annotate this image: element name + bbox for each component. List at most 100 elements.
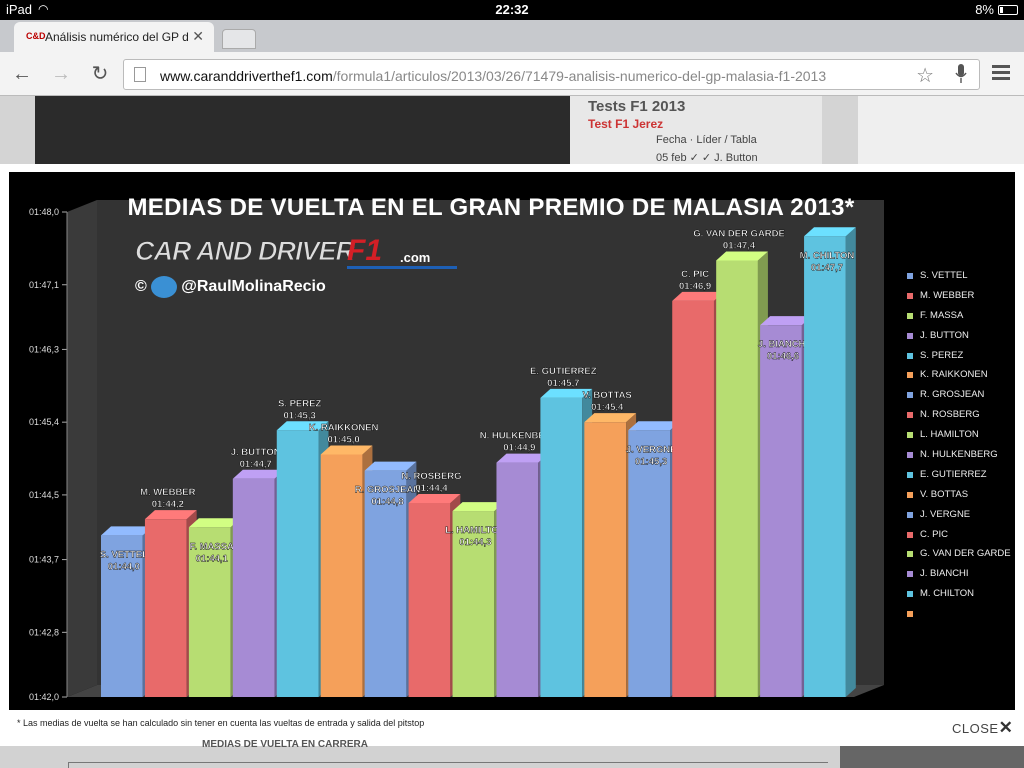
browser-toolbar: ← → ↻ www.caranddriverthef1.com/formula1… bbox=[0, 52, 1024, 96]
bar-side bbox=[845, 227, 856, 697]
legend-label: J. BUTTON bbox=[920, 329, 969, 341]
bar-top bbox=[716, 251, 768, 261]
legend-label: V. BOTTAS bbox=[920, 488, 969, 500]
tab-close-icon[interactable]: ✕ bbox=[192, 28, 204, 44]
image-lightbox: 01:42,0 01:42,8 01:43,7 01:44,5 01:45,4 01:46… bbox=[0, 164, 1024, 746]
device-name: iPad bbox=[6, 2, 33, 17]
legend-item: J. VERGNE bbox=[907, 509, 1012, 529]
background-right-panel bbox=[858, 96, 1024, 164]
legend-swatch bbox=[907, 412, 913, 419]
bar-value-label: 01:44,8 bbox=[371, 497, 403, 508]
close-x-icon: ✕ bbox=[998, 718, 1014, 737]
bar-top bbox=[232, 469, 285, 479]
bar bbox=[320, 454, 363, 697]
bar-value-label: 01:47,7 bbox=[811, 262, 843, 273]
bar-value-label: 01:45,3 bbox=[284, 410, 316, 421]
legend-label: L. HAMILTON bbox=[920, 429, 979, 441]
sidebar-table-row: 05 feb ✓ ✓ J. Button bbox=[656, 152, 758, 164]
legend-swatch bbox=[907, 432, 913, 439]
tab-bar: C&D Análisis numérico del GP d ✕ bbox=[0, 20, 1024, 52]
y-tick-label: 01:45,4 bbox=[29, 417, 59, 427]
legend-swatch bbox=[907, 511, 913, 518]
legend-item bbox=[907, 608, 1012, 628]
bar-name-label: F. MASSA bbox=[190, 541, 234, 552]
legend-swatch bbox=[907, 273, 913, 279]
background-below: MEDIAS DE VUELTA EN CARRERA bbox=[0, 739, 1024, 768]
bar-top bbox=[540, 388, 593, 398]
legend-swatch bbox=[907, 312, 913, 319]
y-tick-label: 01:42,0 bbox=[29, 692, 59, 702]
legend-swatch bbox=[907, 292, 913, 299]
back-icon[interactable]: ← bbox=[12, 63, 32, 85]
twitter-handle: @RaulMolinaRecio bbox=[181, 278, 326, 296]
forward-icon[interactable]: → bbox=[51, 63, 71, 85]
legend-item: S. VETTEL bbox=[907, 270, 1012, 290]
reload-icon[interactable]: ↻ bbox=[91, 63, 109, 85]
sidebar-table-header: Fecha · Líder / Tabla bbox=[656, 134, 757, 146]
legend-label: N. ROSBERG bbox=[920, 409, 980, 421]
y-tick-label: 01:43,7 bbox=[29, 555, 59, 565]
chart-image: 01:42,0 01:42,8 01:43,7 01:44,5 01:45,4 01:46… bbox=[9, 172, 1015, 710]
legend-label: M. WEBBER bbox=[920, 289, 975, 301]
new-tab-button[interactable] bbox=[222, 29, 256, 49]
bar-value-label: 01:46,9 bbox=[679, 281, 711, 292]
legend-label: E. GUTIERREZ bbox=[920, 468, 987, 480]
bar bbox=[672, 300, 714, 697]
legend-swatch bbox=[907, 551, 913, 558]
bar-top bbox=[276, 421, 329, 431]
bar-name-label: G. VAN DER GARDE bbox=[693, 229, 785, 240]
logo-stripe bbox=[347, 266, 457, 269]
bookmark-star-icon[interactable]: ☆ bbox=[916, 65, 934, 87]
legend-item: K. RAIKKONEN bbox=[907, 369, 1012, 389]
close-button[interactable]: CLOSE✕ bbox=[952, 718, 1013, 738]
menu-icon[interactable] bbox=[992, 65, 1010, 81]
chart-legend: S. VETTEL M. WEBBER F. MASSA J. BUTTON S. PE… bbox=[907, 270, 1012, 628]
bar-top bbox=[364, 461, 417, 471]
tab-title: Análisis numérico del GP d bbox=[45, 30, 189, 44]
bar-name-label: R. GROSJEAN bbox=[355, 485, 421, 496]
wifi-icon: ◠ bbox=[38, 2, 49, 16]
page-icon bbox=[134, 67, 146, 82]
bar-top bbox=[452, 502, 505, 512]
bar bbox=[716, 260, 758, 697]
legend-swatch bbox=[907, 471, 913, 478]
microphone-icon[interactable] bbox=[955, 64, 967, 84]
bar bbox=[496, 462, 539, 697]
sidebar-subtitle[interactable]: Test F1 Jerez bbox=[588, 117, 664, 131]
bar-chart: 01:42,0 01:42,8 01:43,7 01:44,5 01:45,4 01:46… bbox=[29, 200, 884, 702]
legend-label: N. HULKENBERG bbox=[920, 449, 998, 461]
address-bar[interactable]: www.caranddriverthef1.com/formula1/artic… bbox=[123, 59, 980, 90]
bar bbox=[804, 236, 846, 697]
legend-label: M. CHILTON bbox=[920, 588, 975, 600]
caranddriver-logo: CAR AND DRIVER F1 .com bbox=[134, 234, 459, 269]
twitter-credit: © @RaulMolinaRecio bbox=[135, 276, 326, 298]
chart-title: MEDIAS DE VUELTA EN EL GRAN PREMIO DE MA… bbox=[127, 194, 855, 221]
legend-swatch bbox=[907, 491, 913, 498]
sidebar-title[interactable]: Tests F1 2013 bbox=[588, 98, 686, 115]
copyright-symbol: © bbox=[135, 278, 147, 296]
legend-item: J. BUTTON bbox=[907, 330, 1012, 350]
tab-active[interactable]: C&D Análisis numérico del GP d ✕ bbox=[14, 22, 214, 52]
bar-top bbox=[408, 494, 461, 503]
bar-top bbox=[101, 526, 153, 536]
y-tick-label: 01:48,0 bbox=[29, 207, 59, 217]
legend-item: M. WEBBER bbox=[907, 290, 1012, 310]
bar-name-label: K. RAIKKONEN bbox=[309, 423, 379, 434]
bar-name-label: M. WEBBER bbox=[140, 487, 196, 498]
background-table bbox=[68, 762, 828, 768]
logo-com: .com bbox=[400, 250, 431, 265]
bar-top bbox=[628, 421, 681, 431]
close-label: CLOSE bbox=[952, 721, 999, 736]
legend-swatch bbox=[907, 571, 913, 578]
bar-top bbox=[320, 445, 373, 455]
legend-swatch bbox=[907, 332, 913, 339]
y-tick-label: 01:42,8 bbox=[29, 627, 59, 637]
bar-top bbox=[804, 227, 856, 237]
legend-label: F. MASSA bbox=[920, 309, 964, 321]
legend-item: M. CHILTON bbox=[907, 588, 1012, 608]
legend-label: S. PEREZ bbox=[920, 349, 964, 361]
url-text[interactable]: www.caranddriverthef1.com/formula1/artic… bbox=[160, 68, 826, 84]
bar bbox=[232, 478, 275, 697]
bar-value-label: 01:44,4 bbox=[415, 483, 448, 494]
